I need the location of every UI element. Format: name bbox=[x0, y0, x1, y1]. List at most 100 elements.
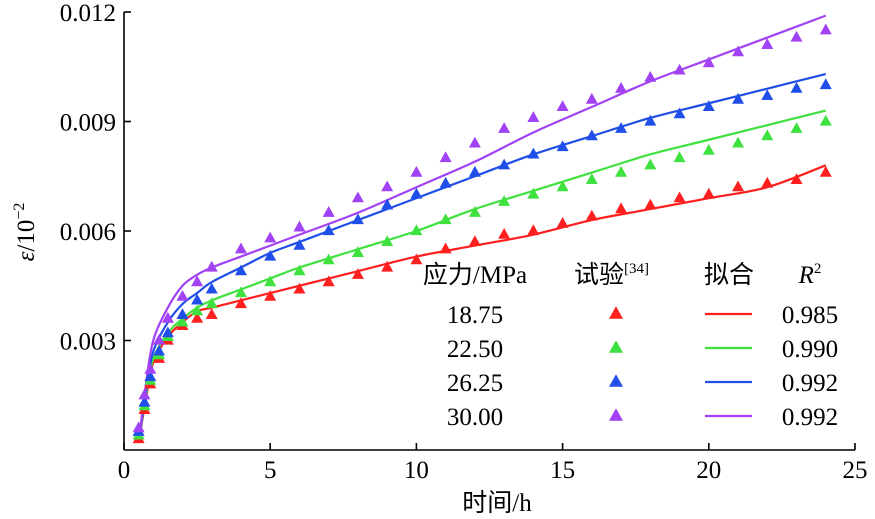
test-point-26.25 bbox=[644, 114, 657, 126]
test-point-26.25 bbox=[153, 344, 166, 356]
test-point-22.50 bbox=[191, 304, 204, 316]
test-point-26.25 bbox=[819, 78, 832, 90]
test-point-22.50 bbox=[702, 144, 715, 155]
test-point-26.25 bbox=[790, 81, 803, 93]
test-point-26.25 bbox=[234, 264, 247, 276]
test-point-18.75 bbox=[819, 165, 832, 177]
x-axis-title: 时间/h bbox=[462, 489, 532, 517]
legend-header-r2-exponent: 2 bbox=[814, 261, 822, 277]
legend-stress-30.00: 30.00 bbox=[447, 404, 503, 431]
test-point-22.50 bbox=[644, 158, 657, 170]
test-point-22.50 bbox=[234, 286, 247, 298]
test-point-22.50 bbox=[293, 264, 306, 276]
legend-header-fit: 拟合 bbox=[704, 261, 754, 289]
test-point-18.75 bbox=[322, 275, 335, 287]
legend-stress-18.75: 18.75 bbox=[447, 302, 503, 329]
test-point-18.75 bbox=[615, 202, 628, 214]
test-point-18.75 bbox=[673, 191, 686, 203]
test-point-22.50 bbox=[205, 297, 218, 309]
test-point-30.00 bbox=[351, 191, 364, 203]
test-point-30.00 bbox=[644, 71, 657, 82]
test-point-30.00 bbox=[153, 333, 166, 345]
test-point-26.25 bbox=[556, 140, 569, 152]
test-point-26.25 bbox=[673, 107, 686, 119]
test-point-22.50 bbox=[790, 122, 803, 133]
test-point-30.00 bbox=[191, 275, 204, 287]
test-point-22.50 bbox=[410, 224, 423, 236]
test-point-30.00 bbox=[410, 165, 423, 177]
test-point-26.25 bbox=[264, 249, 277, 261]
test-point-30.00 bbox=[234, 242, 247, 254]
test-point-26.25 bbox=[468, 165, 481, 177]
y-tick-label: 0.003 bbox=[60, 329, 116, 356]
x-tick-label: 0 bbox=[118, 457, 131, 484]
test-point-22.50 bbox=[439, 213, 452, 225]
test-point-26.25 bbox=[161, 326, 174, 338]
test-point-18.75 bbox=[644, 198, 657, 210]
test-point-30.00 bbox=[205, 260, 218, 272]
test-point-26.25 bbox=[191, 293, 204, 305]
legend-r2-22.50: 0.990 bbox=[782, 336, 838, 363]
test-point-30.00 bbox=[761, 38, 774, 49]
test-point-30.00 bbox=[381, 180, 394, 192]
test-point-18.75 bbox=[468, 235, 481, 247]
test-point-22.50 bbox=[673, 151, 686, 163]
legend-header-r2: R2 bbox=[798, 261, 822, 289]
test-point-22.50 bbox=[264, 275, 277, 287]
legend-marker-18.75 bbox=[609, 306, 623, 319]
legend-header-r2-symbol: R bbox=[798, 262, 814, 289]
legend-marker-26.25 bbox=[609, 374, 623, 387]
test-point-18.75 bbox=[351, 268, 364, 279]
y-axis-title: ε/10−2 bbox=[11, 203, 40, 262]
test-point-18.75 bbox=[790, 173, 803, 185]
test-point-26.25 bbox=[615, 122, 628, 133]
test-point-18.75 bbox=[761, 176, 774, 188]
test-markers bbox=[132, 23, 832, 444]
test-point-30.00 bbox=[732, 45, 745, 57]
test-point-30.00 bbox=[585, 92, 598, 104]
x-tick-label: 10 bbox=[404, 457, 429, 484]
legend-rows: 18.75 0.985 22.50 0.990 26.25 0.992 30.00 0.992 bbox=[447, 302, 838, 431]
test-point-26.25 bbox=[176, 308, 189, 320]
test-point-26.25 bbox=[322, 224, 335, 236]
test-point-26.25 bbox=[381, 198, 394, 210]
test-point-26.25 bbox=[585, 129, 598, 141]
test-point-30.00 bbox=[702, 56, 715, 68]
test-point-30.00 bbox=[498, 122, 511, 133]
legend-header-stress: 应力/MPa bbox=[423, 261, 527, 289]
legend: 应力/MPa 试验[34] 拟合 R2 18.75 0.985 22.50 0.990… bbox=[423, 261, 838, 431]
test-point-30.00 bbox=[527, 111, 540, 122]
test-point-26.25 bbox=[205, 282, 218, 294]
test-point-30.00 bbox=[468, 136, 481, 148]
legend-header-test-ref: [34] bbox=[624, 261, 649, 277]
legend-header-test: 试验[34] bbox=[574, 261, 649, 289]
y-axis-base: /10 bbox=[13, 220, 40, 252]
legend-header-test-label: 试验 bbox=[574, 261, 624, 289]
y-tick-label: 0.012 bbox=[60, 0, 116, 27]
test-point-26.25 bbox=[351, 213, 364, 225]
test-point-26.25 bbox=[732, 92, 745, 104]
test-point-18.75 bbox=[556, 217, 569, 228]
x-tick-label: 20 bbox=[696, 457, 721, 484]
test-point-18.75 bbox=[527, 224, 540, 236]
test-point-18.75 bbox=[191, 311, 204, 323]
test-point-30.00 bbox=[264, 231, 277, 243]
test-point-22.50 bbox=[556, 180, 569, 192]
axis-ticks bbox=[123, 11, 856, 450]
x-tick-label: 25 bbox=[843, 457, 868, 484]
y-axis-symbol: ε bbox=[13, 251, 40, 261]
legend-marker-30.00 bbox=[609, 408, 623, 421]
test-point-18.75 bbox=[439, 242, 452, 254]
test-point-26.25 bbox=[498, 158, 511, 170]
test-point-30.00 bbox=[144, 363, 157, 374]
test-point-22.50 bbox=[468, 206, 481, 217]
test-point-26.25 bbox=[439, 176, 452, 188]
test-point-18.75 bbox=[293, 282, 306, 294]
test-point-30.00 bbox=[293, 220, 306, 232]
test-point-30.00 bbox=[556, 100, 569, 112]
test-point-22.50 bbox=[585, 173, 598, 185]
test-point-22.50 bbox=[351, 246, 364, 258]
test-point-22.50 bbox=[732, 136, 745, 148]
test-point-30.00 bbox=[161, 311, 174, 323]
y-tick-label: 0.009 bbox=[60, 110, 116, 137]
